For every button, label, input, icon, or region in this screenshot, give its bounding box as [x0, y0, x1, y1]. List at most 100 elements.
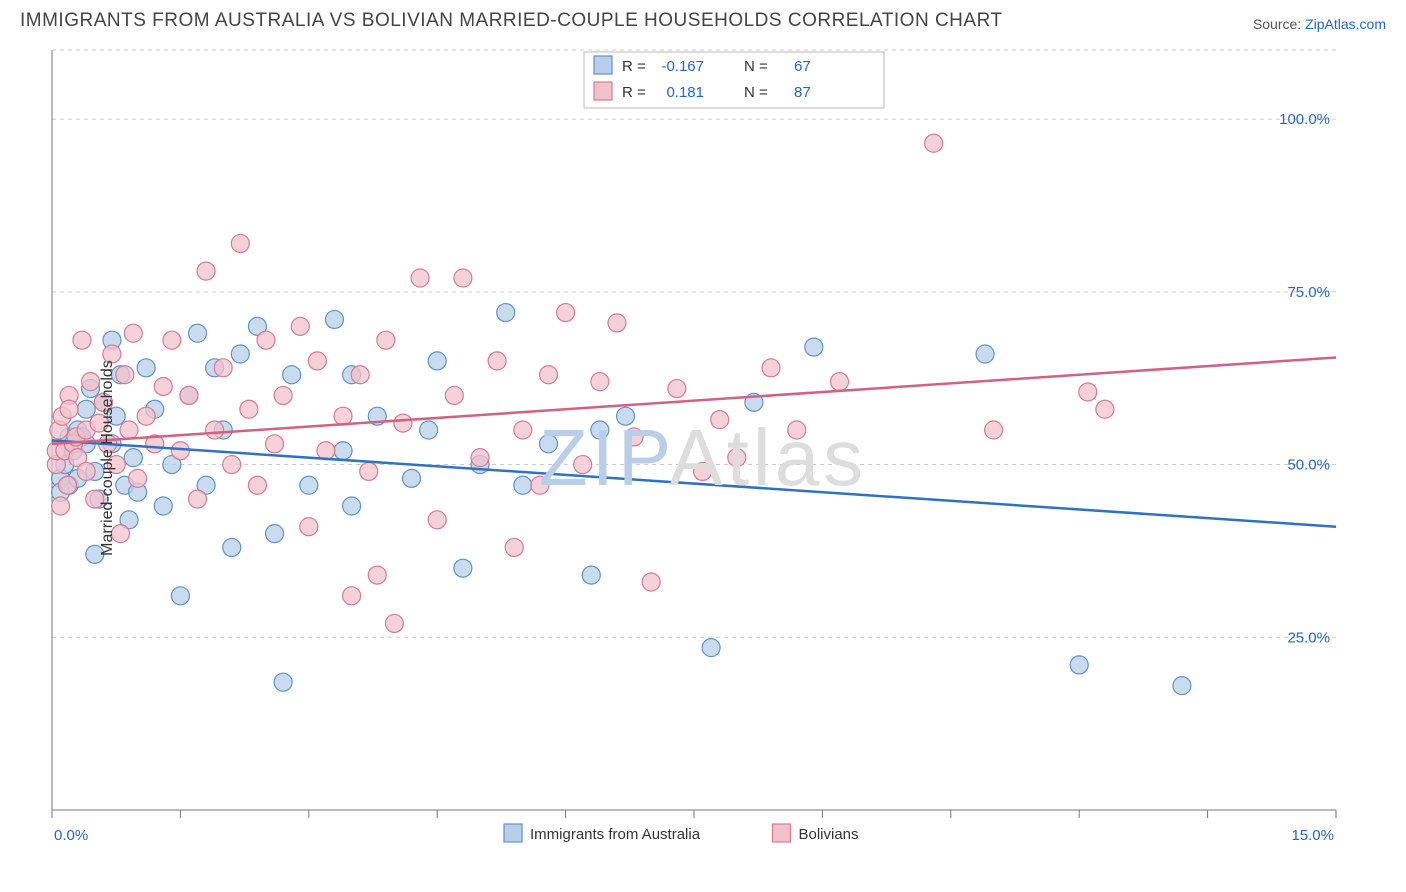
legend-label: Bolivians [799, 826, 859, 843]
data-point [394, 414, 412, 432]
data-point [702, 639, 720, 657]
legend-swatch [773, 824, 791, 842]
legend-label: Immigrants from Australia [530, 826, 701, 843]
data-point [343, 497, 361, 515]
data-point [137, 359, 155, 377]
data-point [539, 435, 557, 453]
data-point [728, 449, 746, 467]
data-point [351, 366, 369, 384]
data-point [300, 518, 318, 536]
scatter-chart-svg: 25.0%50.0%75.0%100.0%0.0%15.0%R =-0.167N… [0, 38, 1406, 878]
data-point [539, 366, 557, 384]
correlation-box: R =-0.167N =67R =0.181N =87 [584, 52, 884, 108]
data-point [231, 345, 249, 363]
data-point [531, 476, 549, 494]
data-point [574, 456, 592, 474]
data-point [171, 587, 189, 605]
data-point [557, 304, 575, 322]
corr-r-label: R = [622, 84, 646, 101]
data-point [454, 559, 472, 577]
data-point [257, 331, 275, 349]
data-point [317, 442, 335, 460]
data-point [445, 386, 463, 404]
corr-r-value: 0.181 [666, 84, 704, 101]
data-point [642, 573, 660, 591]
data-point [377, 331, 395, 349]
data-point [137, 407, 155, 425]
chart-title: IMMIGRANTS FROM AUSTRALIA VS BOLIVIAN MA… [20, 10, 1003, 32]
data-point [1173, 677, 1191, 695]
data-point [248, 476, 266, 494]
data-point [668, 380, 686, 398]
chart-source: Source: ZipAtlas.com [1253, 16, 1386, 32]
data-point [591, 421, 609, 439]
data-point [411, 269, 429, 287]
data-point [805, 338, 823, 356]
data-point [428, 352, 446, 370]
data-point [124, 324, 142, 342]
data-point [368, 566, 386, 584]
x-max-label: 15.0% [1291, 827, 1334, 844]
data-point [171, 442, 189, 460]
data-point [283, 366, 301, 384]
data-point [116, 366, 134, 384]
trend-line [52, 440, 1336, 526]
data-point [120, 421, 138, 439]
data-point [129, 469, 147, 487]
data-point [240, 400, 258, 418]
data-point [334, 407, 352, 425]
data-point [189, 490, 207, 508]
data-point [488, 352, 506, 370]
corr-swatch [594, 56, 612, 74]
data-point [73, 331, 91, 349]
data-point [1079, 383, 1097, 401]
data-point [154, 377, 172, 395]
chart-header: IMMIGRANTS FROM AUSTRALIA VS BOLIVIAN MA… [0, 0, 1406, 38]
corr-swatch [594, 82, 612, 100]
data-point [343, 587, 361, 605]
data-point [77, 462, 95, 480]
corr-n-label: N = [744, 58, 768, 75]
data-point [497, 304, 515, 322]
data-point [403, 469, 421, 487]
corr-n-value: 67 [794, 58, 811, 75]
data-point [274, 673, 292, 691]
data-point [1096, 400, 1114, 418]
data-point [266, 435, 284, 453]
data-point [325, 310, 343, 328]
data-point [334, 442, 352, 460]
data-point [223, 538, 241, 556]
data-point [454, 269, 472, 287]
source-link[interactable]: ZipAtlas.com [1305, 16, 1386, 32]
data-point [154, 497, 172, 515]
chart-area: Married-couple Households ZIPAtlas 25.0%… [0, 38, 1406, 878]
y-tick-label: 50.0% [1287, 457, 1330, 474]
corr-r-label: R = [622, 58, 646, 75]
data-point [1070, 656, 1088, 674]
data-point [608, 314, 626, 332]
data-point [163, 331, 181, 349]
data-point [300, 476, 318, 494]
data-point [625, 428, 643, 446]
data-point [591, 373, 609, 391]
y-axis-title: Married-couple Households [99, 360, 117, 556]
data-point [52, 497, 70, 515]
data-point [291, 317, 309, 335]
data-point [505, 538, 523, 556]
y-tick-label: 25.0% [1287, 629, 1330, 646]
data-point [514, 476, 532, 494]
data-point [428, 511, 446, 529]
corr-n-label: N = [744, 84, 768, 101]
legend-swatch [504, 824, 522, 842]
x-min-label: 0.0% [54, 827, 88, 844]
data-point [976, 345, 994, 363]
data-point [471, 449, 489, 467]
data-point [385, 614, 403, 632]
data-point [82, 373, 100, 391]
corr-r-value: -0.167 [661, 58, 704, 75]
data-point [180, 386, 198, 404]
data-point [197, 262, 215, 280]
source-prefix: Source: [1253, 16, 1301, 32]
data-point [762, 359, 780, 377]
legend: Immigrants from Australia Bolivians [504, 824, 859, 843]
